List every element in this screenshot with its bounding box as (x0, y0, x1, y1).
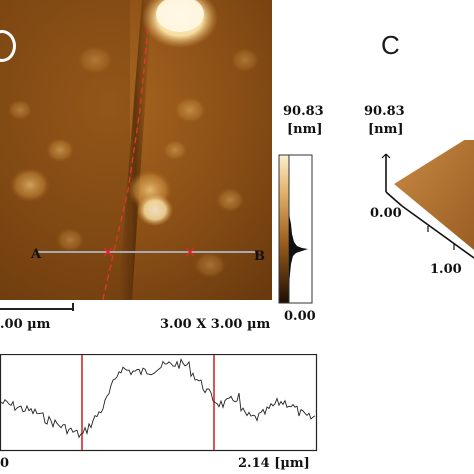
scale-bar (0, 308, 74, 310)
afm-height-image (0, 0, 272, 300)
panel-c-z-max: 90.83 (364, 104, 405, 119)
panel-c-x-tick: 1.00 (430, 262, 462, 277)
profile-trace (0, 357, 316, 439)
point-b-label: B (254, 249, 265, 264)
point-a-label: A (31, 247, 42, 262)
color-scale-max: 90.83 (283, 104, 324, 119)
panel-c-z-min: 0.00 (370, 206, 402, 221)
scale-bar-label: .00 µm (0, 317, 51, 332)
surface-3d-plot (381, 140, 474, 259)
profile-x-end: 2.14 [µm] (238, 456, 310, 471)
height-profile-plot (0, 354, 318, 452)
afm-ridge (118, 0, 152, 300)
scan-size-label: 3.00 X 3.00 µm (160, 317, 271, 332)
cursor-marker (103, 247, 113, 257)
color-scale-min: 0.00 (284, 309, 316, 324)
height-histogram (289, 214, 308, 284)
panel-letter-c: C (381, 30, 400, 60)
color-scale-unit: [nm] (287, 122, 323, 137)
panel-c-z-unit: [nm] (368, 122, 404, 137)
profile-frame (0, 354, 318, 452)
ridge-trace-line (102, 27, 149, 300)
color-scale-bar (278, 154, 313, 304)
profile-x-start: 0 (0, 456, 10, 471)
cursor-marker (185, 247, 195, 257)
surface-mesh (394, 140, 474, 250)
